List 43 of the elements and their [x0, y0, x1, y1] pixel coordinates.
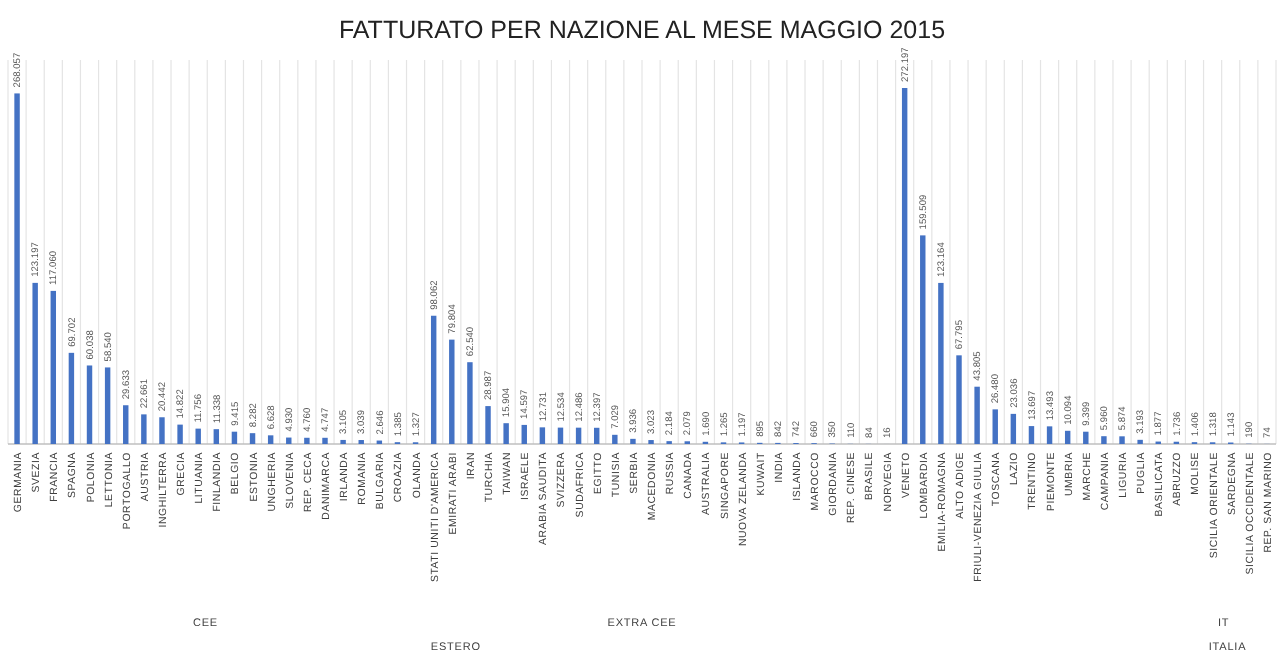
- bar: [213, 429, 220, 444]
- bar: [231, 431, 238, 444]
- bar: [177, 424, 183, 444]
- bar: [1119, 436, 1125, 444]
- bar: [539, 427, 546, 444]
- bar: [521, 424, 527, 444]
- bar: [974, 386, 980, 444]
- bar: [104, 367, 111, 444]
- bar: [86, 365, 93, 444]
- bar: [195, 428, 201, 444]
- bar: [485, 406, 491, 444]
- bar: [467, 362, 473, 444]
- bar: [68, 352, 75, 444]
- bar: [159, 417, 165, 444]
- bar: [630, 438, 636, 444]
- bar: [304, 437, 310, 444]
- bar: [1046, 426, 1053, 444]
- bar: [449, 339, 455, 444]
- bar: [322, 437, 328, 444]
- bar: [557, 427, 564, 444]
- bar: [1101, 436, 1107, 444]
- bar: [503, 423, 509, 444]
- bar: [14, 93, 20, 444]
- bar: [938, 282, 944, 444]
- bar: [992, 409, 998, 444]
- bar: [430, 315, 437, 444]
- bar: [594, 427, 600, 444]
- bar: [141, 414, 147, 444]
- bar: [50, 290, 56, 444]
- bar: [956, 355, 962, 444]
- bar: [267, 435, 274, 444]
- bar: [901, 88, 908, 444]
- bar: [920, 235, 926, 444]
- bar: [1010, 413, 1017, 444]
- bar: [612, 434, 618, 444]
- bar: [123, 405, 129, 444]
- bar: [1028, 426, 1035, 444]
- bar: [1083, 431, 1089, 444]
- chart-title: FATTURATO PER NAZIONE AL MESE MAGGIO 2015: [338, 16, 946, 44]
- bar: [32, 282, 38, 444]
- bar: [1064, 430, 1071, 444]
- bar: [249, 433, 256, 444]
- bar: [575, 427, 582, 444]
